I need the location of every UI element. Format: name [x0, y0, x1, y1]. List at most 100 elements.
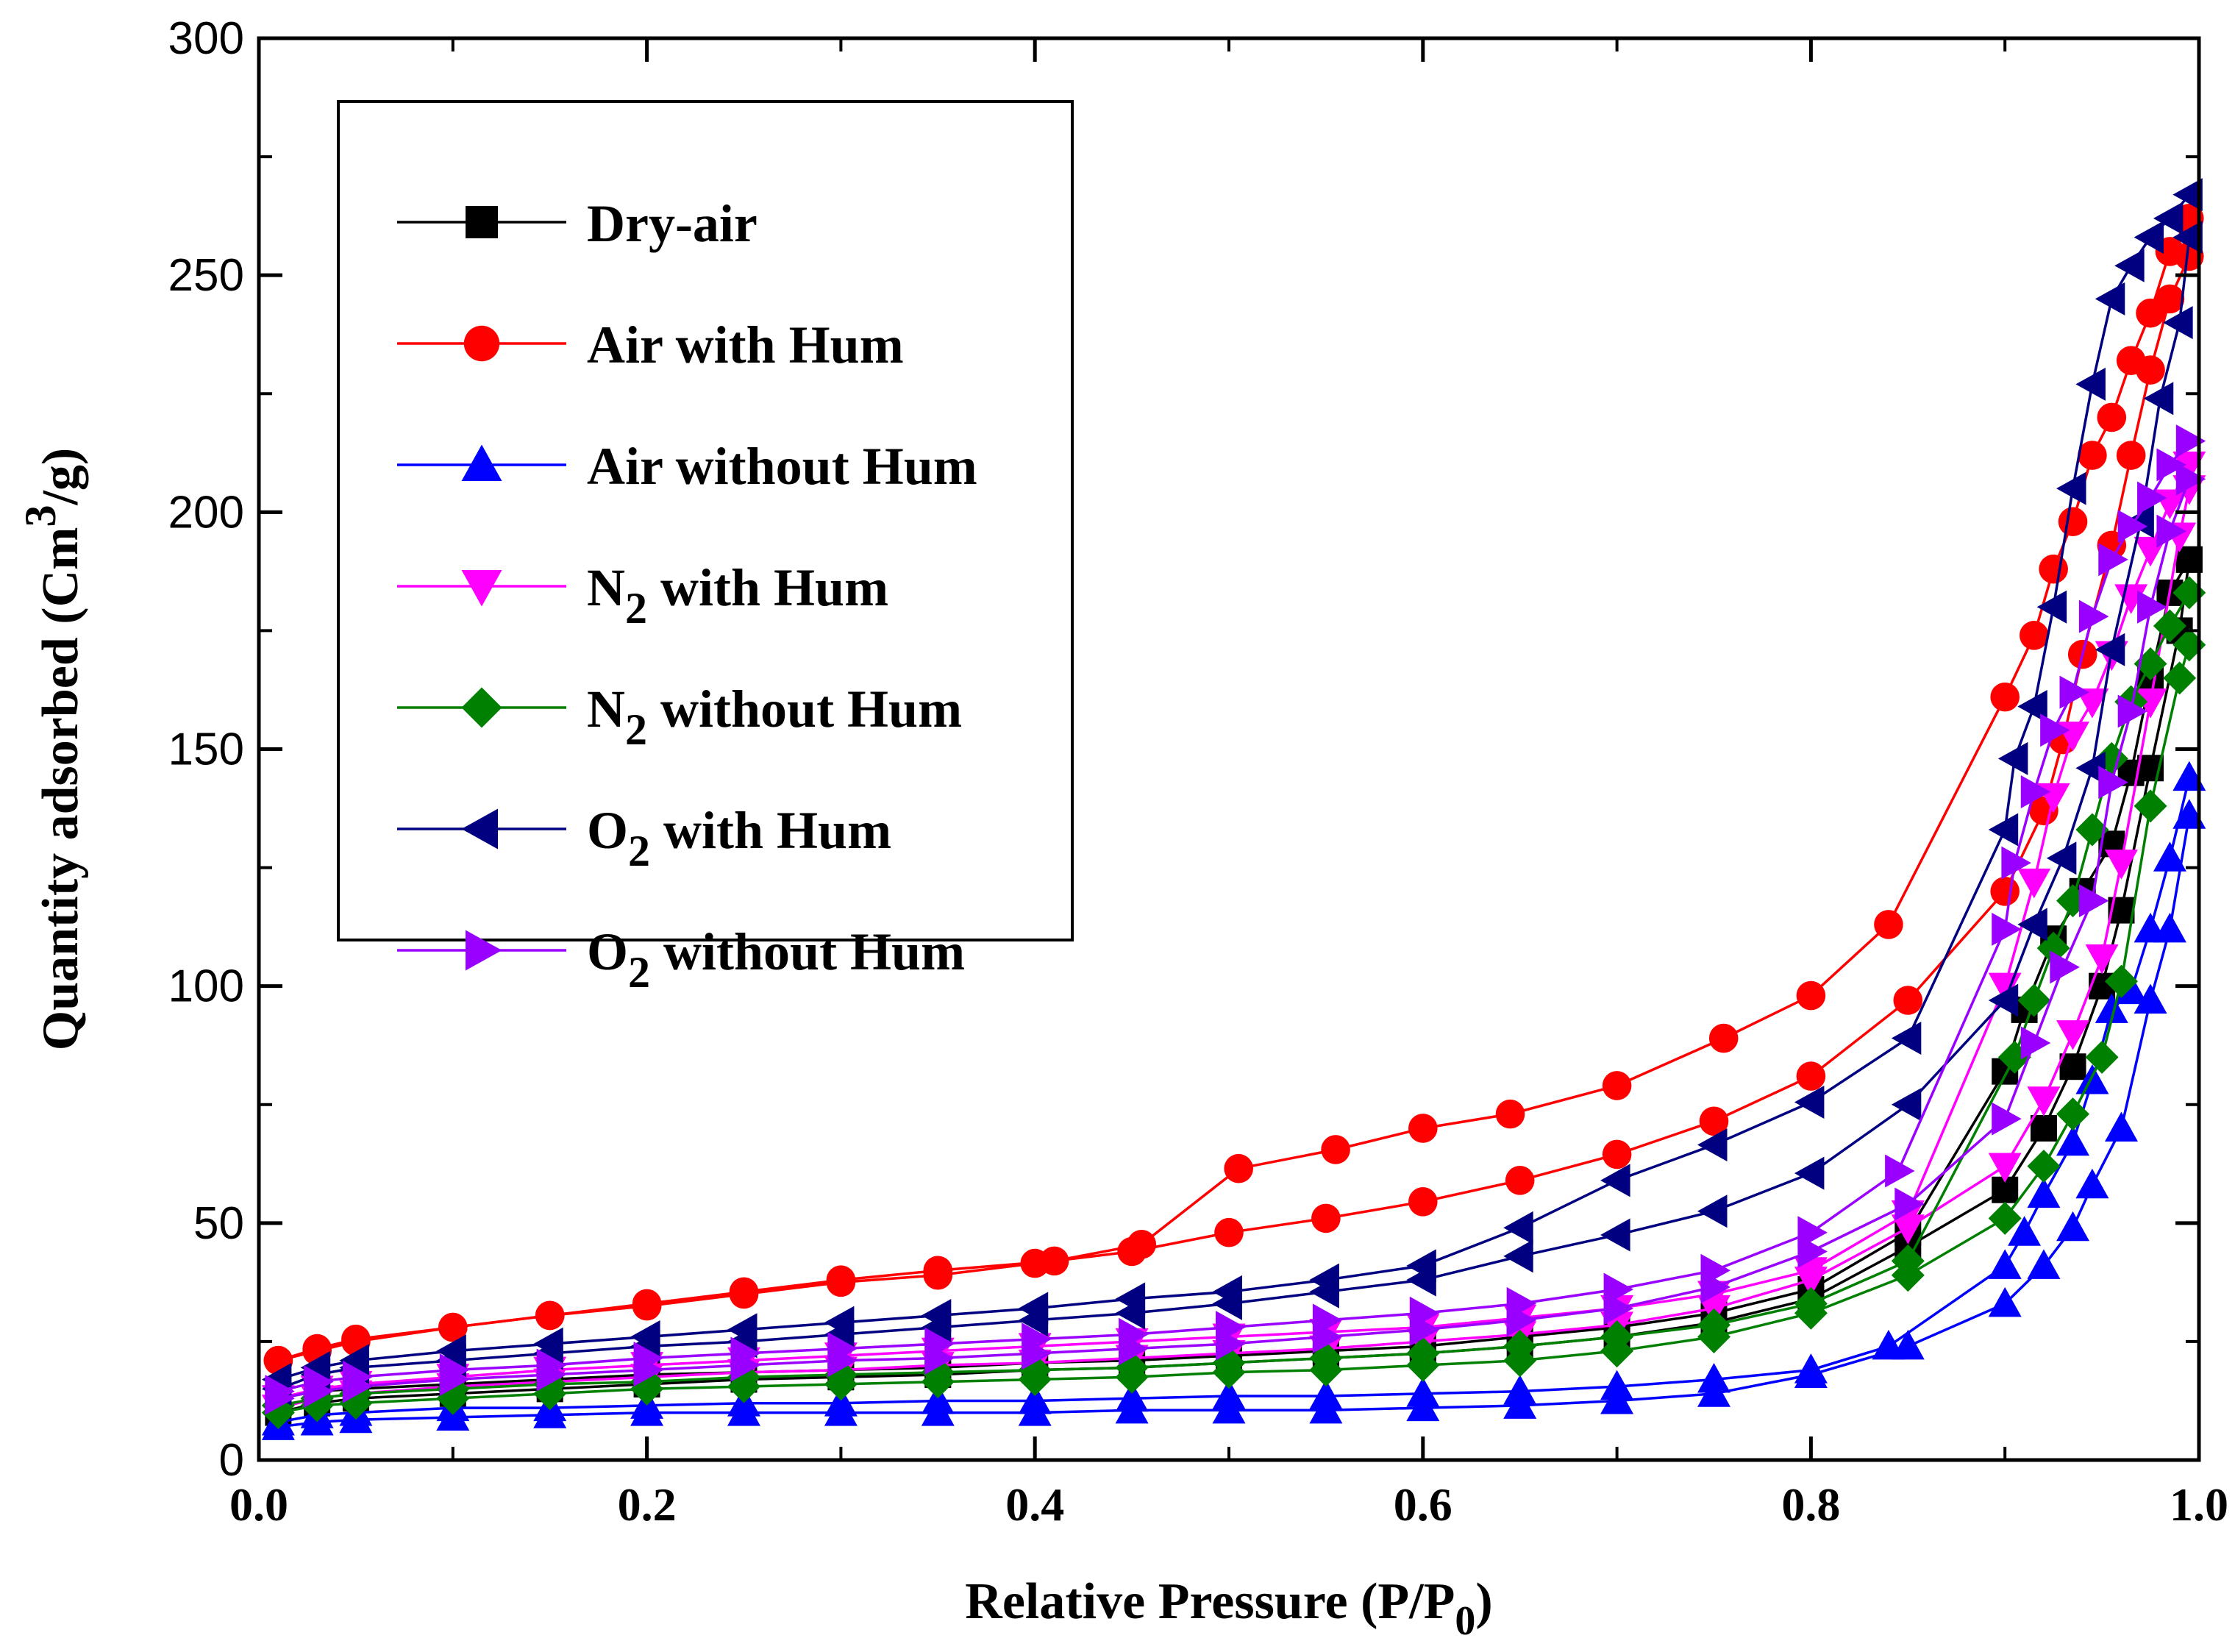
series-6-adsorption-point-25 [2137, 590, 2167, 624]
series-6-adsorption-point-27 [2175, 462, 2206, 496]
series-2-desorption-point-18 [1115, 1381, 1149, 1412]
series-1-adsorption-point-13 [1408, 1187, 1438, 1217]
series-2-desorption-point-7 [2027, 1178, 2061, 1208]
series-6-desorption-point-11 [1885, 1154, 1915, 1188]
series-1-desorption-point-4 [2097, 402, 2127, 432]
series-3-adsorption-point-23 [2104, 850, 2138, 880]
series-2-desorption-point-4 [2095, 993, 2128, 1023]
series-1-desorption-point-7 [2039, 554, 2068, 584]
series-1-desorption-point-8 [2019, 621, 2049, 650]
series-5-desorption-point-15 [1503, 1211, 1533, 1245]
legend-label-main-0: Dry-air [587, 194, 758, 253]
series-5-adsorption-point-23 [2095, 633, 2125, 666]
series-5-desorption-point-3 [2114, 249, 2145, 282]
series-5-desorption-point-11 [1891, 1022, 1922, 1055]
series-6-desorption-point-28 [304, 1365, 334, 1399]
series-0-adsorption-point-20 [2030, 1114, 2057, 1142]
legend-label-3: N2 with Hum [587, 558, 888, 633]
legend-marker-6 [466, 930, 502, 971]
series-6-desorption-point-23 [730, 1336, 760, 1370]
series-2-desorption-point-3 [2114, 974, 2148, 1005]
series-4-desorption-point-8 [2017, 983, 2051, 1017]
series-6-adsorption-point-21 [2050, 950, 2080, 984]
series-4-adsorption-point-22 [2085, 1040, 2119, 1074]
legend-label-2: Air without Hum [587, 437, 977, 496]
series-1-desorption-point-22 [729, 1277, 759, 1307]
series-5-desorption-point-21 [921, 1298, 952, 1332]
legend-item-5: O2 with Hum [397, 801, 891, 875]
axes: 0 50 100 150 200 250 300 0.0 0.2 0.4 0.6 0.8 1.0 Rela… [16, 13, 2228, 1644]
series-1-desorption-point-12 [1708, 1023, 1739, 1053]
series-3-adsorption-point-24 [2134, 688, 2167, 719]
series-1-desorption-point-10 [1874, 910, 1903, 939]
series-2-desorption-point-21 [824, 1386, 858, 1417]
series-2-adsorption-point-21 [2056, 1211, 2090, 1242]
series-1-desorption-point-26 [341, 1324, 371, 1354]
x-tick-label-0: 0.0 [229, 1478, 288, 1531]
series-1-desorption-point-19 [1039, 1246, 1069, 1276]
series-1-desorption-point-21 [826, 1265, 856, 1295]
legend-marker-5 [461, 808, 498, 850]
x-axis-title-sub: 0 [1455, 1598, 1475, 1644]
series-1-desorption-point-5 [2078, 441, 2107, 470]
series-4-desorption-point-13 [1600, 1320, 1634, 1353]
series-5-desorption-point-6 [2056, 471, 2086, 505]
series-2-desorption-point-2 [2134, 912, 2167, 943]
series-5-desorption-point-5 [2075, 367, 2106, 401]
series-6-desorption-point-26 [439, 1353, 470, 1387]
legend-item-1: Air with Hum [397, 316, 904, 374]
series-5-desorption-point-9 [1997, 741, 2028, 775]
series-4-desorption-point-11 [1794, 1286, 1828, 1320]
series-6-desorption-point-19 [1119, 1317, 1149, 1351]
series-6-adsorption-point-19 [1992, 1102, 2022, 1136]
series-5-desorption-point-7 [2036, 590, 2067, 624]
series-6-desorption-point-7 [2040, 713, 2070, 747]
y-tick-label-2: 100 [168, 961, 244, 1012]
series-5-desorption-point-18 [1212, 1275, 1242, 1309]
x-axis-title: Relative Pressure (P/P0) [965, 1573, 1492, 1644]
series-6-adsorption-point-24 [2117, 694, 2148, 728]
legend-label-sub-5: 2 [628, 827, 650, 875]
series-5-desorption-point-19 [1115, 1282, 1146, 1316]
series-1-desorption-point-6 [2058, 507, 2088, 537]
series-6-desorption-point-2 [2137, 481, 2167, 515]
series-6-desorption-point-18 [1216, 1311, 1246, 1345]
x-tick-label-5: 1.0 [2170, 1478, 2228, 1531]
series-5-adsorption-point-26 [2163, 306, 2193, 340]
legend-label-main-5: O [587, 801, 628, 860]
series-1-desorption-point-25 [438, 1312, 468, 1342]
y-tick-label-0: 0 [219, 1435, 244, 1486]
legend-label-tail-5: with Hum [650, 801, 891, 860]
series-2-desorption-point-11 [1794, 1353, 1828, 1384]
series-6-desorption-point-27 [342, 1360, 373, 1394]
series-5-desorption-point-27 [339, 1344, 369, 1378]
series-3-desorption-point-5 [2075, 688, 2109, 719]
legend-label-4: N2 without Hum [587, 680, 962, 754]
series-2-desorption-point-14 [1503, 1375, 1537, 1405]
series-1-desorption-point-17 [1224, 1153, 1253, 1183]
series-1-desorption-point-15 [1408, 1114, 1438, 1143]
series-5-desorption-point-8 [2017, 690, 2047, 724]
series-1-desorption-point-3 [2116, 346, 2146, 375]
series-2-adsorption-point-19 [1988, 1286, 2022, 1317]
series-1-adsorption-point-11 [1214, 1217, 1244, 1247]
series-1-desorption-point-20 [923, 1256, 953, 1286]
series-5-desorption-point-23 [727, 1313, 758, 1347]
series-2-adsorption-point-22 [2075, 1168, 2109, 1199]
series-6-desorption-point-10 [1992, 912, 2022, 946]
series-4-desorption-point-14 [1503, 1329, 1537, 1363]
x-tick-label-4: 0.8 [1781, 1478, 1840, 1531]
series-2-desorption-point-12 [1697, 1362, 1730, 1393]
series-5-adsorption-point-17 [1794, 1156, 1825, 1190]
series-5-desorption-point-10 [1988, 813, 2019, 847]
series-2-desorption-point-16 [1309, 1379, 1343, 1410]
y-tick-label-1: 50 [193, 1198, 244, 1249]
legend-label-1: Air with Hum [587, 316, 904, 374]
legend-item-4: N2 without Hum [397, 680, 962, 754]
series-5-desorption-point-12 [1794, 1086, 1825, 1119]
series-5-adsorption-point-14 [1503, 1239, 1533, 1273]
series-2-desorption-point-13 [1600, 1370, 1634, 1400]
series-2-desorption-point-8 [2008, 1216, 2042, 1246]
series-4-desorption-point-1 [2153, 609, 2186, 643]
series-1-adsorption-point-16 [1699, 1106, 1729, 1136]
